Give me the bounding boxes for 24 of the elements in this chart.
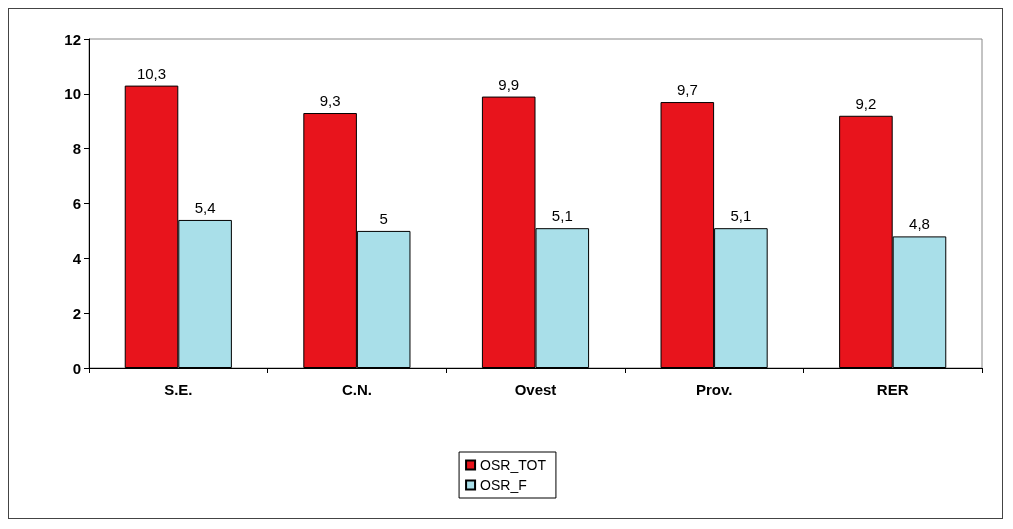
y-tick-label: 12 bbox=[64, 30, 81, 48]
data-label: 9,3 bbox=[319, 92, 341, 110]
data-label: 9,2 bbox=[855, 94, 877, 112]
data-label: 10,3 bbox=[136, 64, 167, 82]
y-tick-label: 2 bbox=[72, 304, 81, 322]
data-label: 4,8 bbox=[909, 215, 930, 233]
x-tick-label: Prov. bbox=[695, 381, 733, 398]
y-tick-label: 6 bbox=[72, 195, 81, 212]
y-tick-label: 0 bbox=[72, 359, 81, 377]
legend-label: OSR_F bbox=[480, 477, 527, 493]
x-tick-label: S.E. bbox=[164, 381, 193, 398]
data-label: 9,9 bbox=[498, 75, 520, 93]
data-label: 5 bbox=[379, 209, 388, 227]
y-tick-label: 8 bbox=[72, 140, 81, 158]
data-label: 9,7 bbox=[676, 81, 698, 99]
data-label: 5,1 bbox=[730, 207, 752, 225]
y-tick-label: 10 bbox=[64, 85, 81, 103]
data-label: 5,1 bbox=[551, 207, 573, 225]
y-tick-label: 4 bbox=[72, 249, 82, 267]
x-tick-label: Ovest bbox=[514, 381, 557, 398]
x-tick-label: C.N. bbox=[341, 381, 372, 398]
x-tick-label: RER bbox=[876, 381, 909, 398]
legend-label: OSR_TOT bbox=[480, 457, 547, 473]
data-label: 5,4 bbox=[194, 198, 216, 216]
